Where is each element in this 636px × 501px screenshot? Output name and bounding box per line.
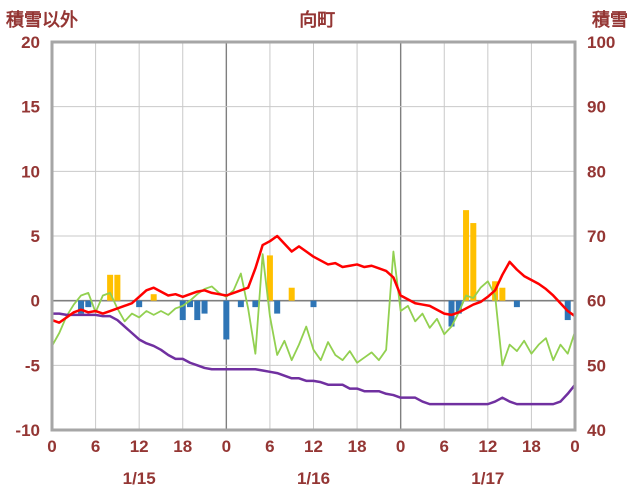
svg-text:50: 50	[587, 356, 606, 375]
svg-text:0: 0	[47, 437, 56, 456]
svg-text:6: 6	[440, 437, 449, 456]
svg-text:5: 5	[31, 227, 40, 246]
svg-text:70: 70	[587, 227, 606, 246]
plot-frame	[50, 40, 577, 432]
svg-text:12: 12	[304, 437, 323, 456]
svg-text:6: 6	[265, 437, 274, 456]
svg-text:0: 0	[396, 437, 405, 456]
svg-text:1/17: 1/17	[471, 469, 504, 488]
svg-text:-5: -5	[25, 356, 40, 375]
red-line	[50, 234, 577, 324]
svg-text:6: 6	[91, 437, 100, 456]
chart-title: 向町	[299, 10, 336, 30]
purple-line	[50, 312, 577, 406]
svg-text:0: 0	[222, 437, 231, 456]
svg-text:15: 15	[21, 98, 40, 117]
svg-text:18: 18	[173, 437, 192, 456]
svg-text:12: 12	[478, 437, 497, 456]
grid-lines	[52, 42, 575, 430]
svg-text:20: 20	[21, 33, 40, 52]
svg-text:60: 60	[587, 292, 606, 311]
svg-text:10: 10	[21, 162, 40, 181]
left-axis-title: 積雪以外	[6, 10, 78, 30]
green-line	[51, 250, 576, 367]
svg-text:100: 100	[587, 33, 615, 52]
svg-text:0: 0	[570, 437, 579, 456]
svg-text:0: 0	[31, 292, 40, 311]
svg-text:18: 18	[348, 437, 367, 456]
svg-text:-10: -10	[15, 421, 40, 440]
svg-text:18: 18	[522, 437, 541, 456]
svg-text:1/16: 1/16	[297, 469, 330, 488]
svg-text:80: 80	[587, 162, 606, 181]
svg-text:90: 90	[587, 98, 606, 117]
orange-bars	[107, 210, 506, 301]
right-axis-title: 積雪	[592, 10, 628, 30]
svg-text:12: 12	[130, 437, 149, 456]
svg-text:1/15: 1/15	[123, 469, 156, 488]
svg-text:40: 40	[587, 421, 606, 440]
